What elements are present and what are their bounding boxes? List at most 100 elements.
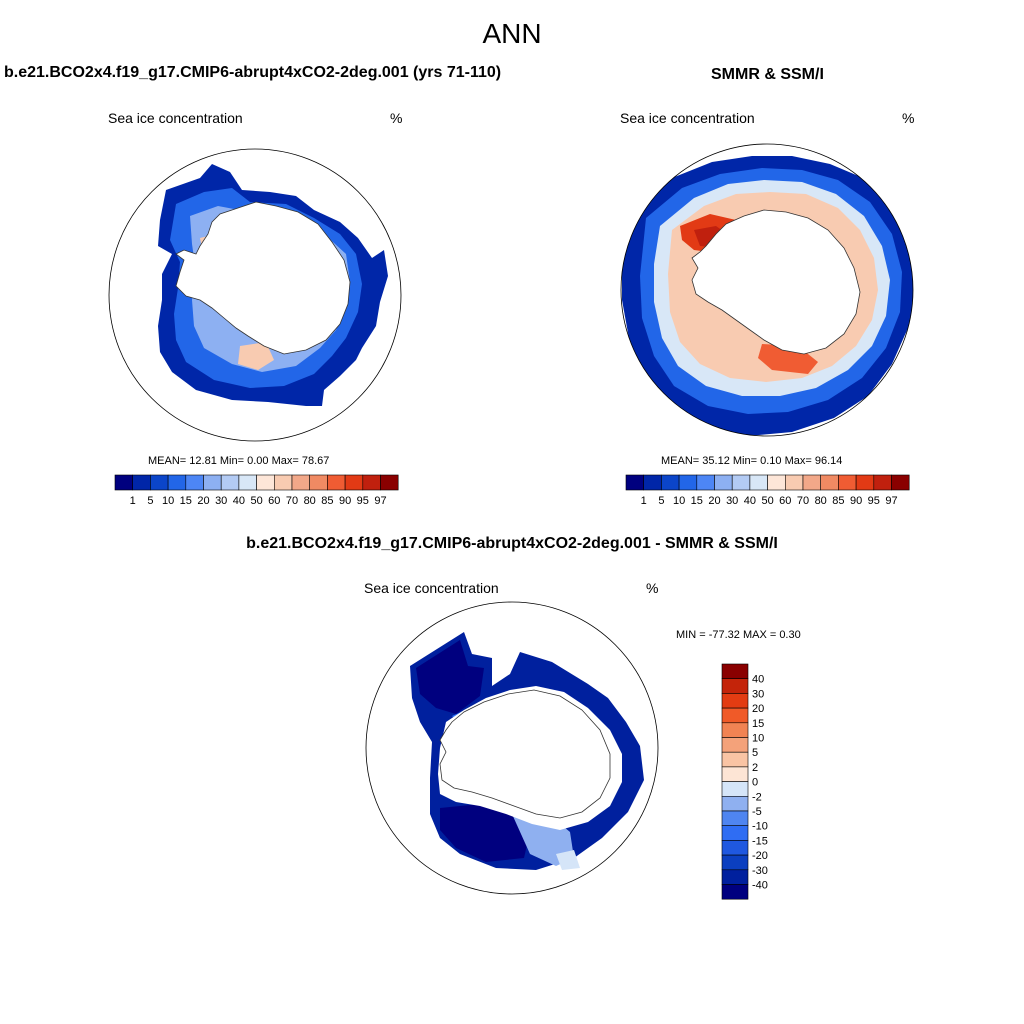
diff-colorbar-swatch — [721, 781, 749, 797]
diff-stats: MIN = -77.32 MAX = 0.30 — [676, 629, 801, 641]
model-max-value: 78.67 — [301, 455, 330, 467]
obs-colorbar-swatch — [802, 474, 822, 491]
model-units-label: % — [390, 110, 403, 126]
diff-colorbar-swatch — [721, 840, 749, 856]
obs-colorbar-label: 97 — [885, 495, 897, 507]
obs-units-label: % — [902, 110, 915, 126]
diff-colorbar-swatch — [721, 766, 749, 782]
obs-colorbar-label: 20 — [708, 495, 720, 507]
model-colorbar-label: 70 — [286, 495, 298, 507]
obs-colorbar-swatch — [820, 474, 839, 491]
model-mean-value: 12.81 — [189, 455, 217, 467]
model-colorbar: 1 5 10 15 20 30 40 50 60 70 80 85 90 95 97 — [114, 474, 399, 507]
obs-colorbar-label: 85 — [832, 495, 844, 507]
diff-colorbar-swatch — [721, 737, 749, 753]
model-colorbar-swatch — [309, 474, 328, 491]
diff-colorbar-swatch — [721, 869, 749, 885]
diff-colorbar-label: -15 — [752, 835, 768, 847]
diff-colorbar-swatch — [721, 722, 749, 738]
model-colorbar-label: 20 — [197, 495, 209, 507]
model-colorbar-swatch — [380, 474, 399, 491]
model-colorbar-label: 10 — [162, 495, 174, 507]
model-colorbar-label: 97 — [374, 495, 386, 507]
obs-colorbar-swatch — [855, 474, 875, 491]
obs-variable-label: Sea ice concentration — [620, 110, 755, 126]
diff-colorbar-label: -2 — [752, 791, 762, 803]
obs-mean-value: 35.12 — [702, 455, 730, 467]
model-colorbar-label: 5 — [147, 495, 153, 507]
diff-colorbar-swatch — [721, 663, 749, 679]
obs-stats: MEAN= 35.12 Min= 0.10 Max= 96.14 — [661, 455, 842, 467]
model-colorbar-label: 85 — [321, 495, 333, 507]
model-map — [108, 148, 402, 442]
obs-colorbar-swatch — [625, 474, 645, 491]
diff-colorbar-swatch — [721, 884, 749, 900]
obs-max-value: 96.14 — [814, 455, 843, 467]
diff-colorbar-swatch — [721, 796, 749, 812]
obs-colorbar-label: 30 — [726, 495, 738, 507]
model-variable-label: Sea ice concentration — [108, 110, 243, 126]
diff-map — [365, 601, 659, 895]
diff-units-label: % — [646, 580, 659, 596]
model-colorbar-swatch — [291, 474, 311, 491]
diff-colorbar-swatch — [721, 825, 749, 841]
model-colorbar-swatch — [274, 474, 293, 491]
obs-colorbar-swatch — [696, 474, 715, 491]
model-colorbar-swatch — [344, 474, 364, 491]
model-map-boundary — [108, 148, 402, 442]
obs-colorbar-swatch — [731, 474, 751, 491]
model-colorbar-swatch — [167, 474, 187, 491]
model-colorbar-swatch — [150, 474, 169, 491]
obs-map — [620, 143, 914, 437]
diff-colorbar-label: 30 — [752, 688, 764, 700]
diff-colorbar-label: 5 — [752, 747, 758, 759]
diff-colorbar-swatch — [721, 854, 749, 871]
diff-case-title: b.e21.BCO2x4.f19_g17.CMIP6-abrupt4xCO2-2… — [246, 535, 778, 552]
diff-colorbar-label: -30 — [752, 865, 768, 877]
diff-colorbar-swatch — [721, 707, 749, 724]
obs-colorbar-swatch — [661, 474, 680, 491]
model-colorbar-swatch — [362, 474, 381, 491]
main-title: ANN — [482, 18, 542, 49]
obs-colorbar-label: 40 — [744, 495, 756, 507]
antarctic-continent — [439, 689, 611, 819]
diff-colorbar-swatch — [721, 693, 749, 709]
obs-colorbar-label: 95 — [868, 495, 880, 507]
obs-colorbar-label: 5 — [658, 495, 664, 507]
obs-min-label: Min= — [732, 455, 758, 467]
model-ice-field — [158, 164, 388, 406]
diff-colorbar-label: 10 — [752, 733, 764, 745]
obs-colorbar-swatch — [873, 474, 892, 491]
model-colorbar-swatch — [185, 474, 204, 491]
diff-colorbar-label: 20 — [752, 703, 764, 715]
diff-ice-weddell-core — [416, 640, 484, 714]
diff-colorbar-label: -5 — [752, 806, 762, 818]
obs-colorbar-swatch — [838, 474, 857, 491]
diff-colorbar-label: -10 — [752, 821, 768, 833]
model-colorbar-swatch — [114, 474, 134, 491]
model-colorbar-label: 15 — [180, 495, 192, 507]
obs-colorbar-swatch — [891, 474, 910, 491]
obs-case-title: SMMR & SSM/I — [711, 66, 824, 83]
diff-colorbar-swatch — [721, 678, 749, 694]
obs-colorbar-label: 70 — [797, 495, 809, 507]
model-max-label: Max= — [271, 455, 299, 467]
obs-colorbar-swatch — [767, 474, 786, 491]
model-min-label: Min= — [219, 455, 245, 467]
model-colorbar-label: 50 — [250, 495, 262, 507]
model-colorbar-swatch — [132, 474, 151, 491]
antarctic-continent — [691, 209, 861, 355]
obs-colorbar-swatch — [785, 474, 804, 491]
diff-map-boundary — [365, 601, 659, 895]
obs-colorbar-swatch — [678, 474, 698, 491]
model-colorbar-label: 80 — [304, 495, 316, 507]
obs-max-label: Max= — [784, 455, 812, 467]
diff-colorbar-label: -20 — [752, 850, 768, 862]
model-mean-label: MEAN= — [148, 455, 187, 467]
obs-min-value: 0.10 — [760, 455, 782, 467]
model-colorbar-label: 95 — [357, 495, 369, 507]
obs-colorbar-label: 1 — [641, 495, 647, 507]
diff-colorbar-label: 40 — [752, 674, 764, 686]
model-colorbar-swatch — [327, 474, 346, 491]
model-colorbar-label: 60 — [268, 495, 280, 507]
